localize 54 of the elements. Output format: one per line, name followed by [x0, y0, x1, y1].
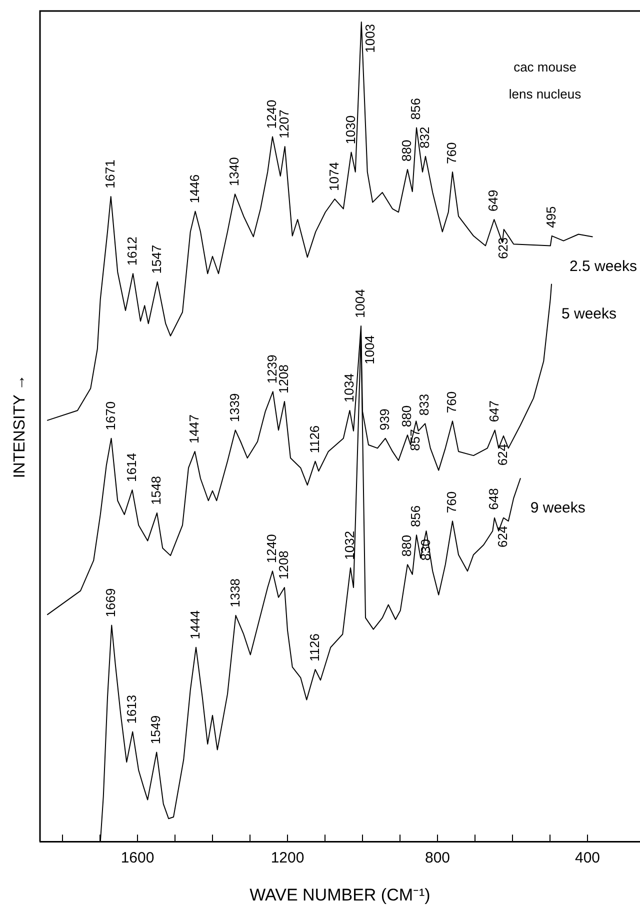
x-tick-label: 800: [424, 850, 450, 867]
annotation: 1004: [362, 335, 378, 364]
annotation: 1004: [352, 289, 368, 318]
series-label: 5 weeks: [562, 305, 617, 322]
annotation: 760: [444, 142, 460, 164]
x-tick-label: 1600: [120, 850, 154, 867]
annotation: 1444: [188, 610, 203, 640]
annotation: 624: [495, 526, 510, 548]
annotation: 1030: [342, 115, 358, 144]
annotation: 1614: [124, 453, 139, 482]
annotation: 880: [399, 140, 414, 162]
annotation: 1338: [227, 578, 242, 608]
annotation: 856: [408, 505, 424, 528]
annotation: 647: [486, 400, 502, 422]
y-axis-title: INTENSITY →: [11, 374, 28, 478]
annotation: 1339: [226, 393, 242, 422]
annotation: 1549: [148, 715, 164, 744]
annotation: 1547: [148, 244, 164, 274]
annotation: 760: [444, 491, 460, 514]
x-tick-label: 400: [574, 850, 600, 867]
annotation: 1447: [186, 414, 202, 444]
annotation: 880: [399, 405, 414, 428]
annotation: 1032: [342, 530, 358, 560]
annotation: 649: [486, 190, 501, 212]
annotation: 1669: [103, 588, 118, 618]
annotation: 1613: [124, 694, 140, 724]
annotation: 624: [495, 444, 510, 466]
x-axis-title: WAVE NUMBER (CM⁻¹): [250, 885, 430, 904]
annotation: 857: [408, 429, 423, 451]
annotation: lens nucleus: [508, 86, 582, 102]
series-label: 2.5 weeks: [569, 258, 638, 275]
annotation: 1670: [102, 401, 118, 430]
annotation: cac mouse: [514, 60, 576, 75]
annotation: 833: [416, 394, 432, 416]
annotation: 760: [444, 391, 460, 414]
annotation: 1126: [306, 425, 322, 454]
annotation: 832: [417, 126, 432, 148]
x-tick-label: 1200: [270, 850, 304, 867]
annotation: 495: [543, 206, 558, 228]
annotation: 1446: [186, 174, 202, 204]
annotation: 856: [408, 98, 424, 120]
annotation: 623: [495, 237, 510, 260]
annotation: 1612: [124, 236, 140, 266]
annotation: 1074: [326, 162, 342, 192]
series-label: 9 weeks: [530, 500, 586, 517]
annotation: 1034: [341, 374, 356, 402]
annotation: 880: [399, 534, 414, 557]
annotation: 1126: [306, 634, 322, 662]
annotation: 1671: [102, 160, 118, 189]
annotation: 1003: [362, 24, 378, 53]
annotation: 1548: [148, 476, 164, 505]
annotation: 648: [486, 488, 502, 510]
annotation: 1340: [226, 157, 242, 186]
annotation: 939: [376, 408, 392, 430]
